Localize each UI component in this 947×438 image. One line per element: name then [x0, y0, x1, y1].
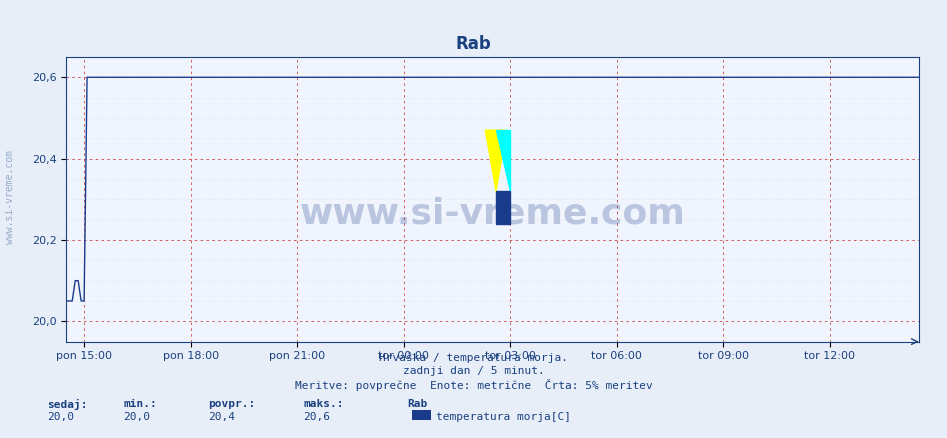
Text: Rab: Rab	[456, 35, 491, 53]
Text: Rab: Rab	[407, 399, 427, 409]
Text: zadnji dan / 5 minut.: zadnji dan / 5 minut.	[402, 366, 545, 376]
Text: Hrvaška / temperatura morja.: Hrvaška / temperatura morja.	[379, 353, 568, 363]
Text: min.:: min.:	[123, 399, 157, 409]
Text: temperatura morja[C]: temperatura morja[C]	[436, 412, 571, 422]
Polygon shape	[496, 191, 510, 224]
Text: 20,0: 20,0	[47, 412, 75, 422]
Text: 20,0: 20,0	[123, 412, 151, 422]
Polygon shape	[496, 130, 510, 191]
Text: maks.:: maks.:	[303, 399, 344, 409]
Text: sedaj:: sedaj:	[47, 399, 88, 410]
Polygon shape	[485, 130, 507, 191]
Text: 20,4: 20,4	[208, 412, 236, 422]
Text: Meritve: povprečne  Enote: metrične  Črta: 5% meritev: Meritve: povprečne Enote: metrične Črta:…	[295, 379, 652, 391]
Text: 20,6: 20,6	[303, 412, 331, 422]
Text: www.si-vreme.com: www.si-vreme.com	[5, 150, 15, 244]
Text: povpr.:: povpr.:	[208, 399, 256, 409]
Text: www.si-vreme.com: www.si-vreme.com	[299, 197, 686, 230]
